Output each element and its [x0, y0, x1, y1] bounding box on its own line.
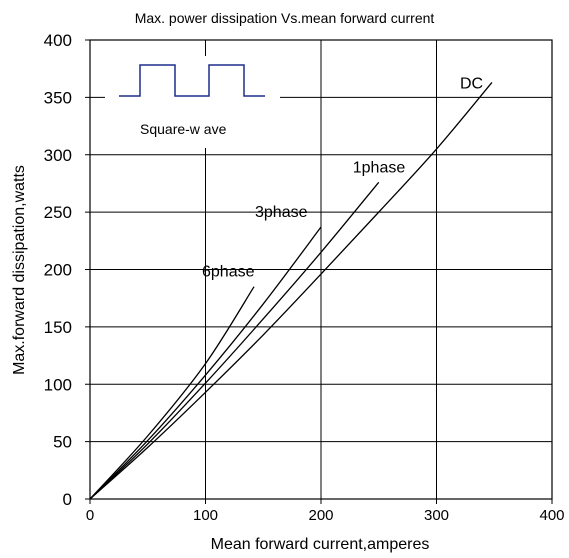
series-lines	[89, 82, 493, 500]
y-tick-label: 250	[44, 203, 72, 222]
series-label-6phase: 6phase	[202, 264, 255, 281]
inset-label: Square-w ave	[140, 121, 227, 137]
y-tick-label: 50	[53, 433, 72, 452]
axes	[85, 39, 553, 504]
y-tick-label: 400	[44, 31, 72, 50]
y-tick-label: 300	[44, 146, 72, 165]
x-tick-label: 0	[86, 507, 94, 524]
series-label-1phase: 1phase	[353, 159, 406, 176]
y-tick-label: 100	[44, 375, 72, 394]
series-label-3phase: 3phase	[255, 204, 308, 221]
tick-labels: 0 100 200 300 400 0 50 100 150 200 250 300 350 400	[44, 31, 565, 524]
series-labels: DC 1phase 3phase 6phase	[202, 75, 483, 280]
chart-title: Max. power dissipation Vs.mean forward c…	[134, 10, 435, 26]
series-label-dc: DC	[460, 75, 483, 92]
x-tick-label: 200	[308, 507, 333, 524]
inset-background	[105, 56, 280, 148]
square-wave-inset: Square-w ave	[105, 56, 280, 148]
y-tick-label: 150	[44, 318, 72, 337]
x-tick-label: 100	[193, 507, 218, 524]
series-line-3phase	[89, 226, 322, 500]
x-tick-label: 400	[539, 507, 564, 524]
series-line-dc	[89, 82, 493, 500]
y-tick-label: 350	[44, 88, 72, 107]
x-tick-label: 300	[424, 507, 449, 524]
y-tick-label: 0	[63, 490, 72, 509]
square-wave-icon	[119, 64, 265, 97]
x-axis-label: Mean forward current,amperes	[210, 536, 430, 553]
y-tick-label: 200	[44, 261, 72, 280]
series-line-6phase	[89, 286, 255, 500]
y-axis-label: Max.forward dissipation,watts	[11, 165, 28, 375]
series-line-1phase	[89, 181, 380, 500]
